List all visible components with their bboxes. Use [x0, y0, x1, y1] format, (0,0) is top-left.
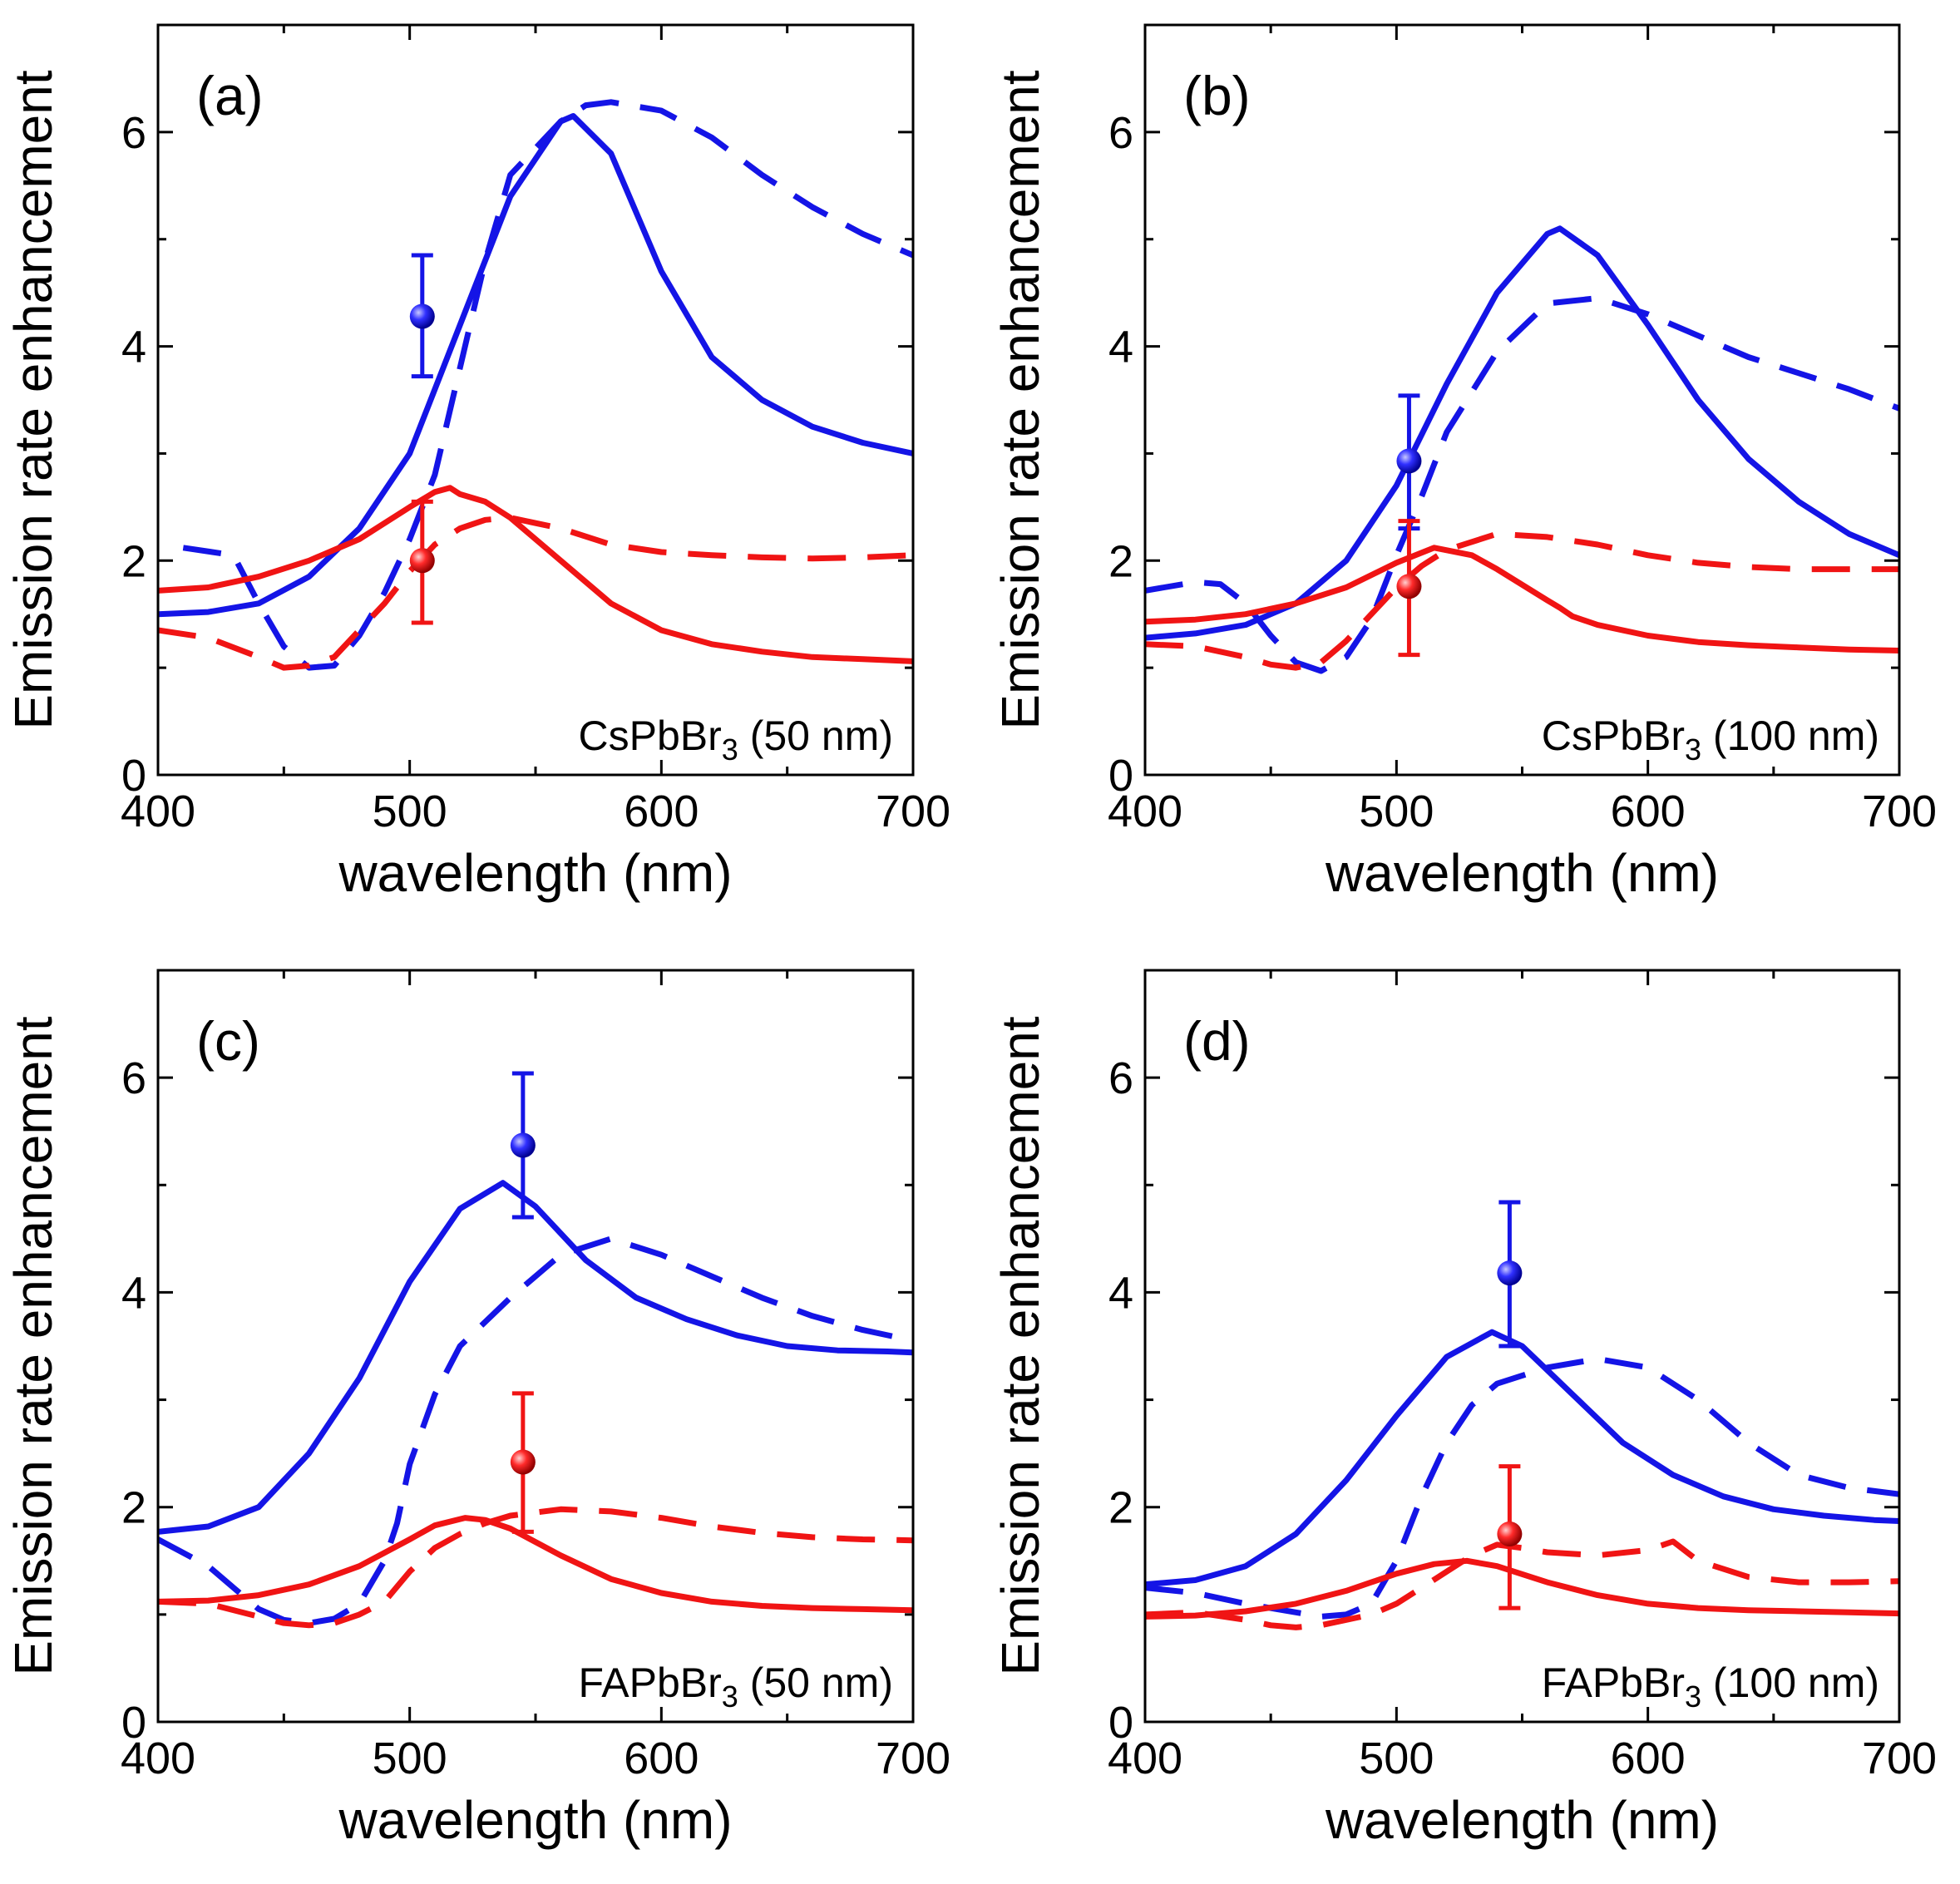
series-blue-solid-line — [1145, 1329, 1899, 1588]
panel-d-series — [1145, 1329, 1899, 1630]
panel-a: Emission rate enhancement wavelength (nm… — [3, 23, 950, 903]
y-tick-label: 0 — [1108, 751, 1133, 801]
panel-c-xlabel: wavelength (nm) — [338, 1790, 732, 1850]
panel-a-frame — [156, 23, 915, 777]
data-point-blue — [1497, 1260, 1523, 1286]
series-red-dashed-line — [158, 515, 913, 671]
data-point-blue — [510, 1132, 536, 1158]
panel-b-frame — [1143, 23, 1901, 777]
x-tick-label: 400 — [121, 1734, 195, 1783]
y-tick-label: 6 — [121, 108, 146, 158]
panel-c-ylabel: Emission rate enhancement — [3, 1016, 63, 1676]
panel-d-data — [1145, 1200, 1899, 1630]
x-tick-label: 600 — [1611, 787, 1686, 836]
panel-c-sample-label: FAPbBr3 (50 nm) — [579, 1660, 894, 1714]
x-tick-label: 400 — [1108, 787, 1182, 836]
data-point-blue — [409, 303, 435, 329]
panel-c-label: (c) — [196, 1010, 260, 1072]
y-tick-label: 0 — [121, 751, 146, 801]
x-tick-label: 700 — [876, 787, 950, 836]
panel-b-sample-label: CsPbBr3 (100 nm) — [1542, 713, 1879, 767]
panel-a-label: (a) — [196, 65, 264, 126]
series-red-dashed-line — [1145, 1538, 1899, 1630]
series-red-solid-line — [1145, 1557, 1899, 1620]
panel-c: Emission rate enhancement wavelength (nm… — [3, 969, 950, 1850]
panel-d: Emission rate enhancement wavelength (nm… — [990, 969, 1937, 1850]
y-tick-label: 6 — [1108, 108, 1133, 158]
x-tick-label: 600 — [624, 787, 699, 836]
x-tick-label: 600 — [624, 1734, 699, 1783]
series-blue-solid-line — [1145, 225, 1899, 641]
panel-c-data — [158, 1071, 913, 1629]
panel-b-data — [1145, 225, 1899, 674]
x-tick-label: 700 — [1862, 787, 1937, 836]
x-tick-label: 700 — [1862, 1734, 1937, 1783]
y-tick-label: 0 — [1108, 1698, 1133, 1748]
y-tick-label: 0 — [121, 1698, 146, 1748]
data-point-red — [510, 1449, 536, 1475]
panel-a-series — [158, 99, 913, 671]
x-tick-label: 500 — [1359, 1734, 1434, 1783]
panel-b-xlabel: wavelength (nm) — [1325, 843, 1719, 903]
panel-b-label: (b) — [1183, 65, 1251, 126]
data-point-red — [1396, 574, 1422, 599]
y-tick-label: 2 — [121, 1483, 146, 1533]
panel-a-data — [158, 99, 913, 671]
series-blue-dashed-line — [1145, 295, 1899, 674]
panel-a-ylabel: Emission rate enhancement — [3, 70, 63, 730]
panel-b-ticks: 400 500 600 700 0 2 4 6 — [1108, 23, 1937, 836]
panel-d-ticks: 400 500 600 700 0 2 4 6 — [1108, 969, 1937, 1783]
panel-d-ylabel: Emission rate enhancement — [990, 1016, 1050, 1676]
x-tick-label: 500 — [373, 787, 447, 836]
y-tick-label: 4 — [1108, 323, 1133, 372]
panel-a-ticks: 400 500 600 700 0 2 4 6 — [121, 23, 950, 836]
x-tick-label: 700 — [876, 1734, 950, 1783]
panel-d-label: (d) — [1183, 1010, 1251, 1072]
series-red-solid-line — [158, 485, 913, 664]
panel-b-series — [1145, 225, 1899, 674]
y-tick-label: 4 — [121, 323, 146, 372]
y-tick-label: 2 — [121, 536, 146, 586]
x-tick-label: 500 — [373, 1734, 447, 1783]
panel-b: Emission rate enhancement wavelength (nm… — [990, 23, 1937, 903]
panel-c-frame — [156, 969, 915, 1724]
series-blue-dashed-line — [158, 1235, 913, 1626]
x-tick-label: 500 — [1359, 787, 1434, 836]
series-red-dashed-line — [1145, 530, 1899, 671]
series-blue-dashed-line — [1145, 1356, 1899, 1620]
data-point-blue — [1396, 448, 1422, 474]
y-tick-label: 2 — [1108, 1483, 1133, 1533]
series-red-solid-line — [1145, 545, 1899, 653]
panel-d-frame — [1143, 969, 1901, 1724]
x-tick-label: 600 — [1611, 1734, 1686, 1783]
y-tick-label: 4 — [1108, 1268, 1133, 1318]
y-tick-label: 4 — [121, 1268, 146, 1318]
x-tick-label: 400 — [1108, 1734, 1182, 1783]
data-point-red — [409, 548, 435, 574]
panel-a-xlabel: wavelength (nm) — [338, 843, 732, 903]
panel-a-sample-label: CsPbBr3 (50 nm) — [579, 713, 893, 767]
series-red-dashed-line — [158, 1506, 913, 1629]
series-blue-solid-line — [158, 1180, 913, 1535]
panel-d-sample-label: FAPbBr3 (100 nm) — [1542, 1660, 1879, 1714]
y-tick-label: 2 — [1108, 536, 1133, 586]
y-tick-label: 6 — [121, 1053, 146, 1103]
panel-c-series — [158, 1180, 913, 1629]
y-tick-label: 6 — [1108, 1053, 1133, 1103]
x-tick-label: 400 — [121, 787, 195, 836]
series-red-solid-line — [158, 1515, 913, 1614]
panel-d-xlabel: wavelength (nm) — [1325, 1790, 1719, 1850]
data-point-red — [1497, 1522, 1523, 1546]
panel-b-ylabel: Emission rate enhancement — [990, 70, 1050, 730]
